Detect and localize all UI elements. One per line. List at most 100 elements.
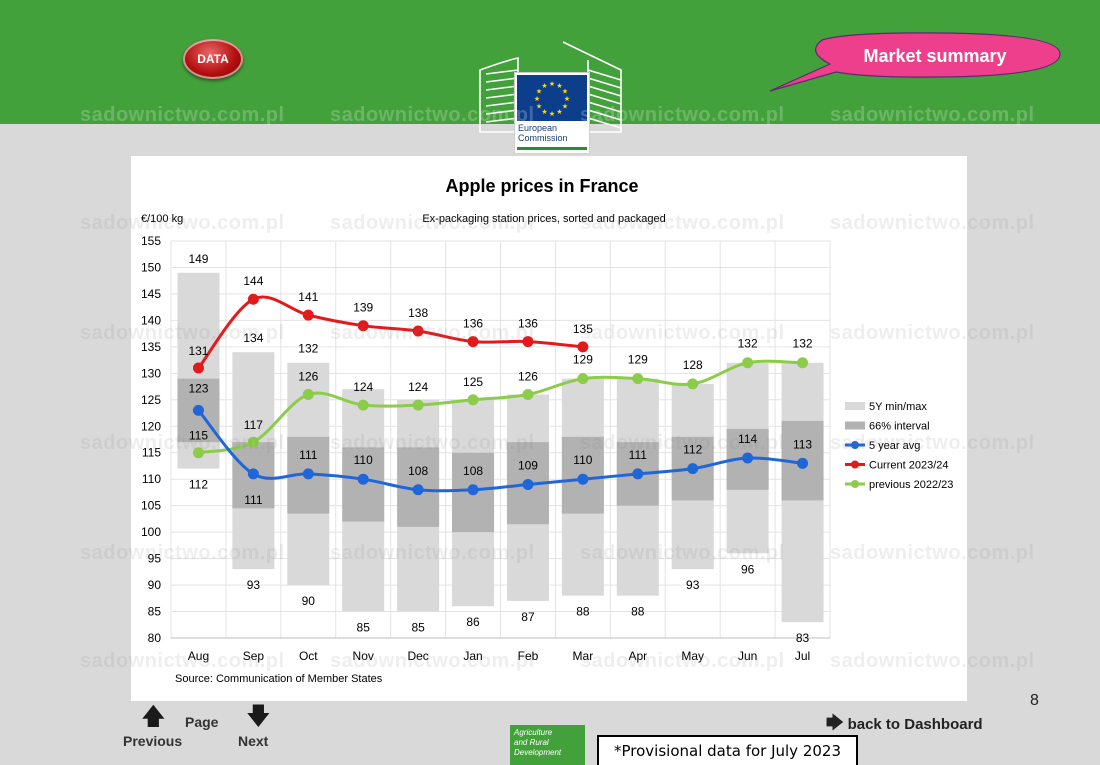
next-button[interactable]: Next — [238, 733, 269, 749]
x-tick-label: May — [681, 649, 704, 663]
series-data-label: 108 — [463, 464, 483, 478]
eu-star-icon: ★ — [549, 80, 555, 88]
y-tick-label: 140 — [141, 313, 161, 327]
eu-star-icon: ★ — [541, 108, 547, 116]
back-to-dashboard-link[interactable]: 🡆 back to Dashboard — [826, 710, 983, 739]
min-data-label: 87 — [521, 610, 535, 624]
series-point — [412, 399, 424, 411]
min-data-label: 88 — [631, 605, 645, 619]
series-data-label: 111 — [299, 448, 318, 462]
eu-star-icon: ★ — [564, 95, 570, 103]
series-data-label: 129 — [628, 353, 648, 367]
min-data-label: 96 — [741, 562, 755, 576]
series-data-label: 132 — [793, 337, 813, 351]
eu-star-icon: ★ — [562, 88, 568, 96]
page-number: 8 — [1030, 692, 1039, 709]
chart-title: Apple prices in France — [445, 176, 638, 196]
series-data-label: 111 — [629, 448, 648, 462]
min-data-label: 85 — [357, 621, 371, 635]
eu-star-icon: ★ — [556, 82, 562, 90]
chart-subtitle: Ex-packaging station prices, sorted and … — [422, 213, 665, 225]
series-point — [632, 373, 644, 385]
previous-button[interactable]: Previous — [123, 733, 183, 749]
series-point — [192, 447, 204, 459]
series-point — [522, 478, 534, 490]
series-point — [577, 341, 589, 353]
series-point — [357, 399, 369, 411]
x-tick-label: Jun — [738, 649, 757, 663]
series-point — [577, 473, 589, 485]
market-summary-label[interactable]: Market summary — [863, 45, 1007, 66]
data-button[interactable]: DATA — [183, 39, 243, 79]
x-tick-label: Sep — [243, 649, 265, 663]
chart-source: Source: Communication of Member States — [175, 673, 383, 685]
series-point — [742, 452, 754, 464]
series-data-label: 135 — [573, 322, 593, 336]
eu-star-icon: ★ — [536, 88, 542, 96]
previous-arrow-icon[interactable]: 🡅 — [141, 703, 166, 730]
series-point — [247, 293, 259, 305]
y-tick-label: 150 — [141, 260, 161, 274]
legend-swatch — [845, 402, 865, 410]
max-data-label: 134 — [243, 331, 263, 345]
eu-star-icon: ★ — [541, 82, 547, 90]
min-data-label: 93 — [686, 578, 700, 592]
y-tick-label: 90 — [148, 578, 162, 592]
series-data-label: 123 — [188, 381, 208, 395]
y-tick-label: 115 — [142, 446, 161, 460]
legend-label: Current 2023/24 — [869, 460, 949, 472]
market-summary-callout — [770, 32, 1061, 92]
chart-panel: Apple prices in France Ex-packaging stati… — [131, 156, 967, 701]
y-axis-label: €/100 kg — [141, 213, 183, 225]
series-point — [192, 362, 204, 374]
y-tick-label: 135 — [141, 340, 161, 354]
series-data-label: 112 — [683, 443, 702, 457]
series-point — [522, 389, 534, 401]
ec-logo-text: European Commission — [518, 123, 568, 143]
x-tick-label: Aug — [188, 649, 209, 663]
arrow-right-icon: 🡆 — [826, 713, 844, 732]
series-point — [302, 309, 314, 321]
series-point — [577, 373, 589, 385]
y-tick-label: 110 — [142, 472, 161, 486]
min-data-label: 83 — [796, 631, 810, 645]
x-tick-label: Oct — [299, 649, 318, 663]
series-point — [742, 357, 754, 369]
min-data-label: 85 — [411, 621, 425, 635]
provisional-data-note: *Provisional data for July 2023 — [597, 735, 858, 765]
x-tick-label: Dec — [407, 649, 428, 663]
series-data-label: 109 — [518, 458, 538, 472]
series-point — [357, 320, 369, 332]
y-tick-label: 145 — [141, 287, 161, 301]
eu-star-icon: ★ — [536, 103, 542, 111]
y-tick-label: 125 — [141, 393, 161, 407]
x-tick-label: Jul — [795, 649, 810, 663]
min-data-label: 112 — [189, 478, 208, 492]
series-data-label: 136 — [518, 317, 538, 331]
series-data-label: 124 — [353, 380, 373, 394]
series-data-label: 124 — [408, 380, 428, 394]
next-arrow-icon[interactable]: 🡇 — [246, 703, 271, 730]
series-point — [412, 325, 424, 337]
series-point — [797, 457, 809, 469]
series-data-label: 115 — [189, 429, 208, 443]
legend-label: 66% interval — [869, 421, 930, 433]
legend-swatch — [851, 480, 859, 488]
x-tick-label: Feb — [518, 649, 539, 663]
legend-label: 5Y min/max — [869, 401, 927, 413]
apple-price-chart: Apple prices in France Ex-packaging stati… — [141, 176, 953, 685]
series-data-label: 131 — [188, 344, 208, 358]
min-data-label: 93 — [247, 578, 261, 592]
ec-logo-underline — [517, 147, 587, 150]
series-data-label: 144 — [243, 274, 263, 288]
series-point — [412, 484, 424, 496]
series-point — [192, 404, 204, 416]
series-data-label: 110 — [354, 453, 373, 467]
agri-rural-logo: Agriculture and Rural Development — [510, 725, 585, 765]
series-point — [357, 473, 369, 485]
series-data-label: 110 — [573, 453, 592, 467]
max-data-label: 132 — [298, 342, 318, 356]
legend-swatch — [845, 421, 865, 430]
min-data-label: 86 — [466, 615, 480, 629]
y-tick-label: 100 — [141, 525, 161, 539]
